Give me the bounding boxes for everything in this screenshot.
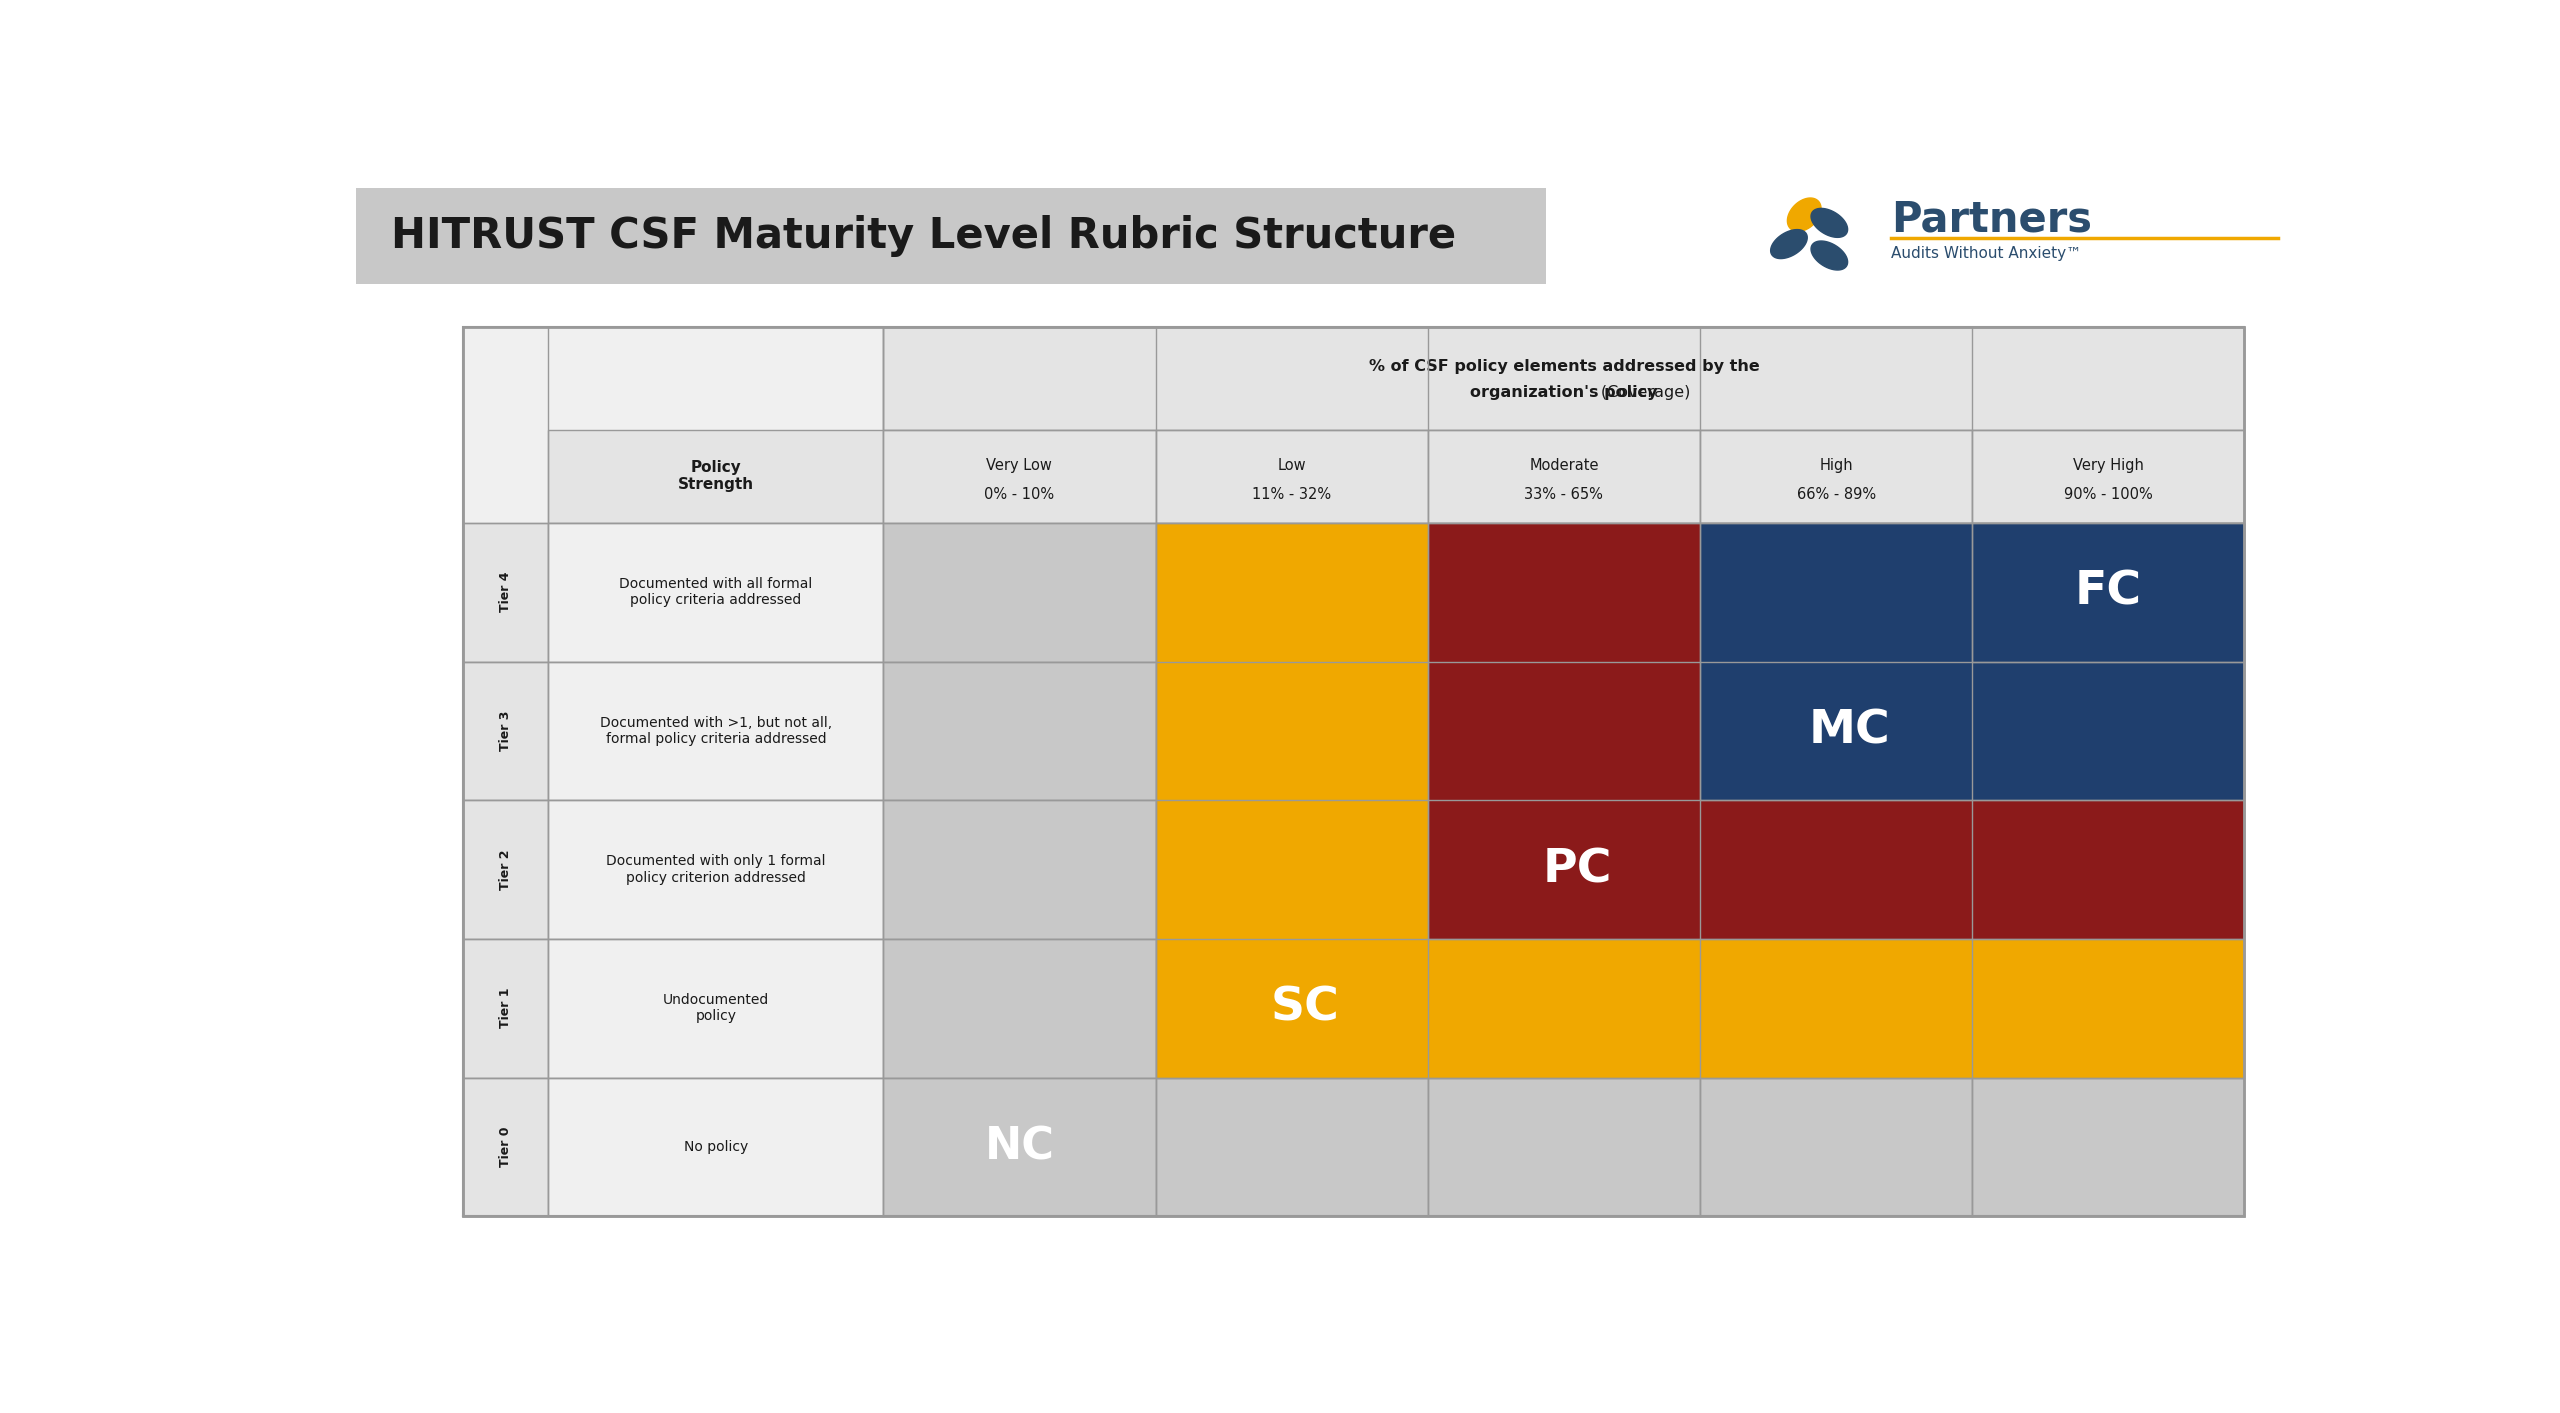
Bar [883, 523, 1155, 661]
Text: Documented with >1, but not all,
formal policy criteria addressed: Documented with >1, but not all, formal … [599, 716, 832, 746]
Polygon shape [1772, 229, 1807, 259]
Bar [1155, 661, 1428, 800]
Bar [1971, 800, 2245, 938]
Text: Undocumented
policy: Undocumented policy [663, 993, 768, 1023]
Bar [463, 938, 548, 1078]
Bar [1971, 430, 2245, 523]
Bar [356, 188, 1546, 284]
Text: Moderate: Moderate [1528, 458, 1597, 472]
Text: FC: FC [2074, 569, 2143, 615]
Bar [1155, 938, 1428, 1078]
Text: 0% - 10%: 0% - 10% [986, 487, 1055, 503]
Bar [883, 430, 1155, 523]
Text: Documented with all formal
policy criteria addressed: Documented with all formal policy criter… [620, 577, 812, 608]
Text: Partners: Partners [1892, 199, 2092, 240]
Bar [1700, 1078, 1971, 1217]
Bar [463, 800, 548, 938]
Bar [883, 661, 1155, 800]
Bar [1428, 1078, 1700, 1217]
Bar [1700, 523, 2245, 800]
Bar [548, 661, 883, 800]
Bar [548, 430, 883, 523]
Bar [1700, 938, 1971, 1078]
Bar [883, 1078, 1155, 1217]
Bar [883, 800, 1155, 938]
Polygon shape [1787, 198, 1820, 232]
Bar [1155, 800, 1428, 938]
Text: Tier 2: Tier 2 [499, 849, 512, 890]
Bar [1155, 523, 1428, 661]
Text: NC: NC [986, 1125, 1055, 1169]
Bar [463, 328, 2245, 1217]
Text: 66% - 89%: 66% - 89% [1797, 487, 1876, 503]
Text: HITRUST CSF Maturity Level Rubric Structure: HITRUST CSF Maturity Level Rubric Struct… [392, 215, 1457, 257]
Text: Audits Without Anxiety™: Audits Without Anxiety™ [1892, 246, 2081, 261]
Bar [1428, 523, 1700, 661]
Bar [1155, 523, 2245, 1078]
Text: MC: MC [1810, 708, 1892, 753]
Text: Very Low: Very Low [986, 458, 1052, 472]
Bar [883, 328, 2245, 430]
Bar [463, 661, 548, 800]
Bar [1971, 661, 2245, 800]
Bar [548, 938, 883, 1078]
Text: Tier 1: Tier 1 [499, 988, 512, 1029]
Bar [883, 328, 2245, 430]
Text: PC: PC [1544, 846, 1613, 892]
Text: Policy
Strength: Policy Strength [678, 461, 753, 492]
Text: SC: SC [1270, 986, 1339, 1030]
Polygon shape [1810, 242, 1848, 270]
Text: 90% - 100%: 90% - 100% [2063, 487, 2153, 503]
Bar [883, 938, 1155, 1078]
Bar [1700, 523, 1971, 661]
Text: Tier 0: Tier 0 [499, 1126, 512, 1167]
Text: organization's policy: organization's policy [1469, 386, 1659, 400]
Polygon shape [1810, 208, 1848, 237]
Bar [1971, 523, 2245, 661]
Text: Tier 3: Tier 3 [499, 711, 512, 752]
Bar [1971, 938, 2245, 1078]
Bar [1700, 430, 1971, 523]
Bar [1428, 430, 1700, 523]
Text: No policy: No policy [684, 1140, 748, 1154]
Bar [1428, 523, 2245, 938]
Text: Tier 4: Tier 4 [499, 572, 512, 612]
Bar [1700, 661, 1971, 800]
Bar [1155, 430, 1428, 523]
Text: Very High: Very High [2074, 458, 2143, 472]
Bar [548, 523, 883, 661]
Bar [463, 1078, 548, 1217]
Text: Low: Low [1277, 458, 1306, 472]
Text: High: High [1820, 458, 1853, 472]
Bar [1700, 800, 1971, 938]
Bar [463, 523, 548, 661]
Bar [1971, 523, 2245, 661]
Bar [1971, 1078, 2245, 1217]
Bar [1428, 800, 1700, 938]
Text: 33% - 65%: 33% - 65% [1523, 487, 1603, 503]
Bar [463, 328, 2245, 1217]
Text: (Coverage): (Coverage) [1441, 386, 1690, 400]
Bar [1428, 661, 1700, 800]
Bar [1155, 1078, 1428, 1217]
Bar [1428, 938, 1700, 1078]
Text: Documented with only 1 formal
policy criterion addressed: Documented with only 1 formal policy cri… [607, 855, 824, 885]
Bar [548, 800, 883, 938]
Bar [548, 1078, 883, 1217]
Text: % of CSF policy elements addressed by the: % of CSF policy elements addressed by th… [1370, 359, 1759, 373]
Text: 11% - 32%: 11% - 32% [1252, 487, 1331, 503]
